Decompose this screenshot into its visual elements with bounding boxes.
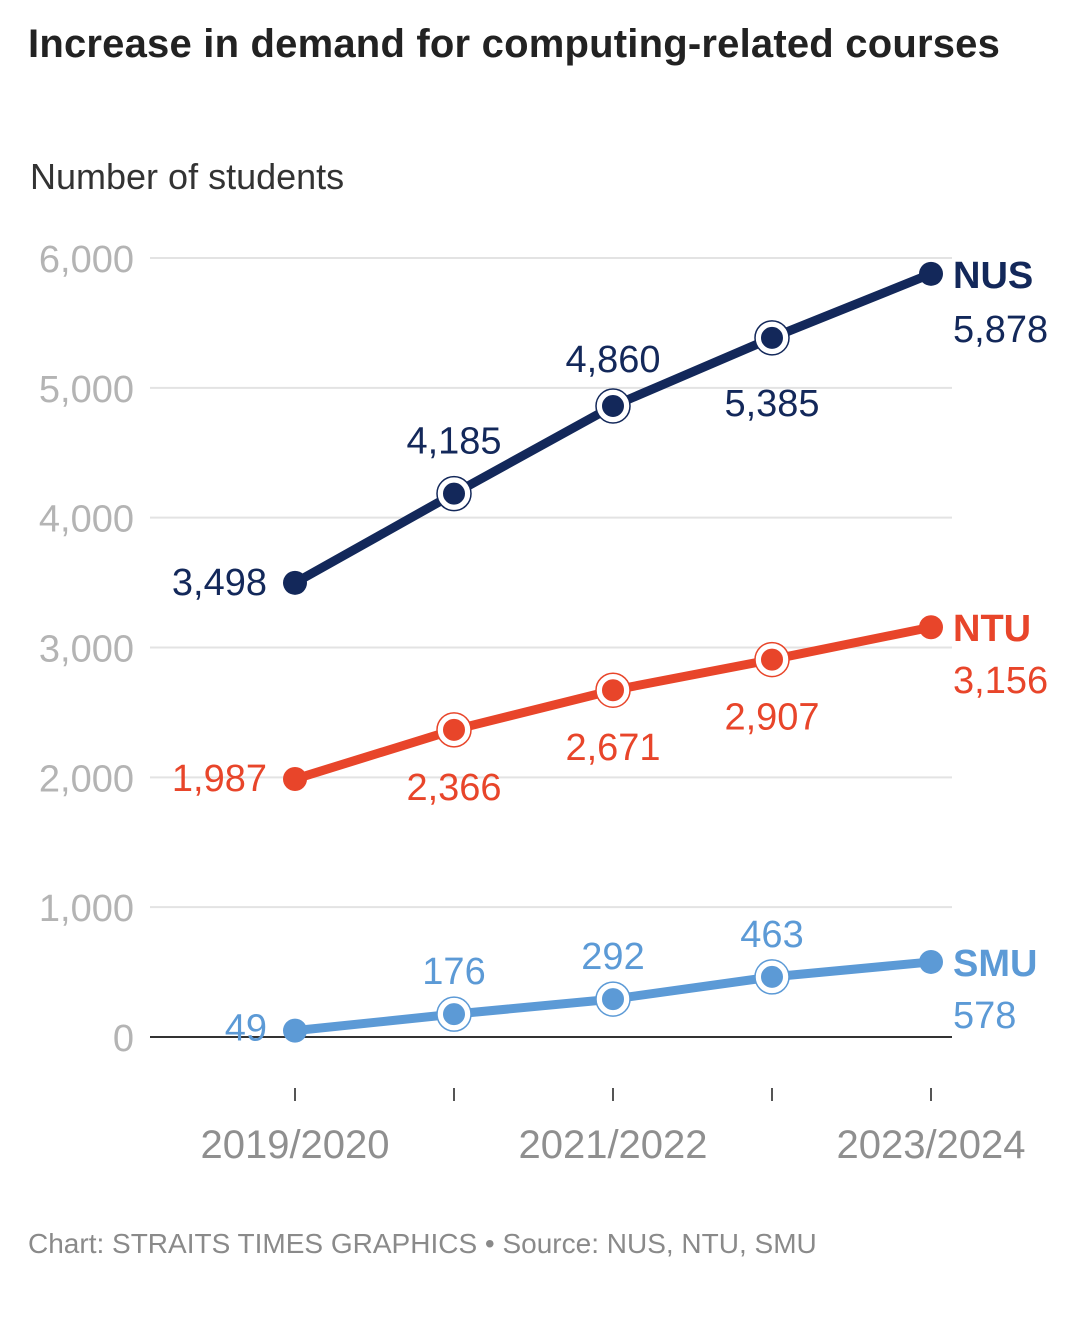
data-label-ntu: 2,366	[406, 767, 501, 809]
data-point-ntu	[919, 615, 943, 640]
data-point-smu	[283, 1018, 307, 1043]
data-label-smu: 463	[740, 914, 803, 956]
y-tick-label: 2,000	[39, 758, 134, 800]
data-label-nus: 4,860	[565, 339, 660, 381]
y-tick-label: 0	[113, 1018, 134, 1060]
data-point-nus	[441, 480, 467, 507]
data-label-smu: 292	[581, 936, 644, 978]
series-name-ntu: NTU	[953, 608, 1031, 650]
data-point-nus	[759, 324, 785, 351]
data-label-nus: 4,185	[406, 421, 501, 463]
y-axis-label: Number of students	[30, 156, 345, 197]
x-axis: 2019/2020 2021/2022 2023/2024	[200, 1088, 1026, 1167]
y-tick-label: 1,000	[39, 888, 134, 930]
series-lines	[283, 261, 943, 1043]
data-point-smu	[919, 949, 943, 974]
data-point-smu	[441, 1001, 467, 1028]
data-point-nus	[283, 570, 307, 595]
data-label-ntu: 2,907	[724, 697, 819, 739]
y-tick-label: 6,000	[39, 239, 134, 281]
data-point-ntu	[759, 646, 785, 673]
series-name-nus: NUS	[953, 255, 1033, 297]
x-tick-label: 2023/2024	[836, 1123, 1025, 1167]
y-axis-ticks: 0 1,000 2,000 3,000 4,000 5,000 6,000	[39, 239, 134, 1060]
y-tick-label: 5,000	[39, 369, 134, 411]
data-label-smu: 49	[225, 1008, 267, 1050]
y-tick-label: 4,000	[39, 499, 134, 541]
data-label-smu: 578	[953, 995, 1016, 1037]
data-label-nus: 3,498	[172, 562, 267, 604]
data-label-smu: 176	[422, 951, 485, 993]
data-labels: 3,498 4,185 4,860 5,385 5,878 NUS 1,987 2,366 2,…	[172, 255, 1048, 1050]
x-tick-label: 2021/2022	[518, 1123, 707, 1167]
data-label-ntu: 1,987	[172, 758, 267, 800]
series-line-nus	[290, 269, 936, 588]
data-point-ntu	[441, 716, 467, 743]
series-name-smu: SMU	[953, 943, 1037, 985]
data-label-ntu: 2,671	[565, 727, 660, 769]
data-label-nus: 5,878	[953, 309, 1048, 351]
y-tick-label: 3,000	[39, 629, 134, 671]
data-point-smu	[600, 986, 626, 1013]
x-tick-label: 2019/2020	[200, 1123, 389, 1167]
data-point-nus	[919, 261, 943, 286]
chart-title: Increase in demand for computing-related…	[28, 22, 1001, 66]
data-label-ntu: 3,156	[953, 660, 1048, 702]
data-point-nus	[600, 393, 626, 420]
data-point-smu	[759, 963, 785, 990]
data-point-ntu	[283, 767, 307, 792]
data-point-ntu	[600, 677, 626, 704]
source-note: Chart: STRAITS TIMES GRAPHICS • Source: …	[28, 1228, 817, 1259]
data-label-nus: 5,385	[724, 383, 819, 425]
